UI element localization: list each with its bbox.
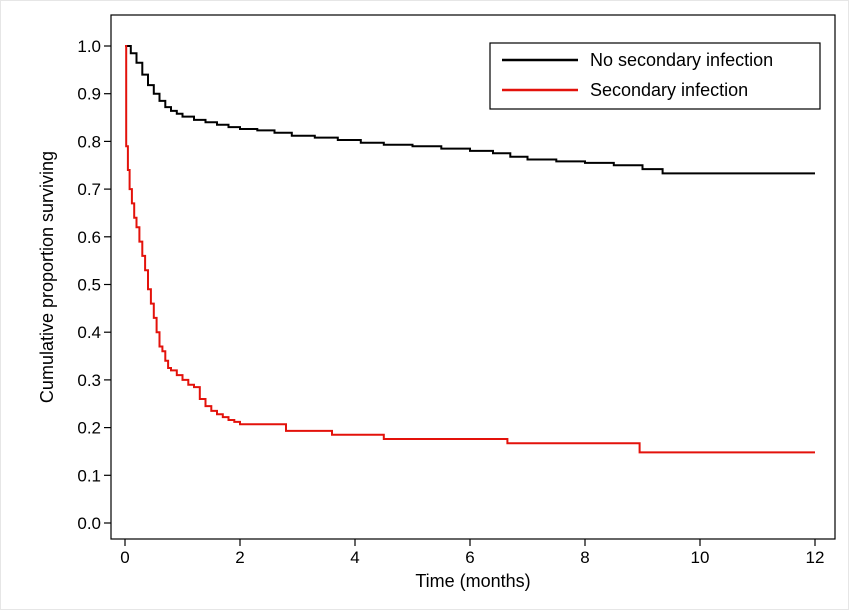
x-tick-label: 12	[806, 548, 825, 567]
y-tick-label: 0.2	[77, 419, 101, 438]
x-tick-label: 0	[120, 548, 129, 567]
y-tick-label: 0.8	[77, 132, 101, 151]
y-tick-label: 0.0	[77, 514, 101, 533]
axes: 0.0 0.1 0.2 0.3 0.4 0.5 0.6 0.7 0.8 0.9 1.0 0 2 4 6 8 10…	[77, 14, 836, 567]
x-tick-label: 2	[235, 548, 244, 567]
y-tick-label: 0.1	[77, 466, 101, 485]
legend-label-secondary-infection: Secondary infection	[590, 80, 748, 100]
x-tick-label: 8	[580, 548, 589, 567]
plot-frame	[110, 14, 836, 540]
x-axis-title: Time (months)	[415, 571, 530, 591]
y-tick-label: 0.3	[77, 371, 101, 390]
legend-box	[489, 42, 821, 110]
y-tick-label: 0.4	[77, 323, 101, 342]
series-line-secondary-infection	[125, 45, 815, 454]
legend: No secondary infection Secondary infectio…	[489, 42, 821, 110]
y-tick-label: 0.6	[77, 228, 101, 247]
x-tick-label: 4	[350, 548, 359, 567]
y-tick-label: 0.9	[77, 85, 101, 104]
series-line-no-secondary-infection	[125, 45, 815, 175]
series-lines	[125, 45, 815, 454]
y-axis-title: Cumulative proportion surviving	[37, 151, 57, 403]
y-tick-label: 1.0	[77, 37, 101, 56]
y-tick-label: 0.7	[77, 180, 101, 199]
y-tick-label: 0.5	[77, 276, 101, 295]
x-tick-label: 6	[465, 548, 474, 567]
x-tick-label: 10	[691, 548, 710, 567]
legend-label-no-secondary-infection: No secondary infection	[590, 50, 773, 70]
